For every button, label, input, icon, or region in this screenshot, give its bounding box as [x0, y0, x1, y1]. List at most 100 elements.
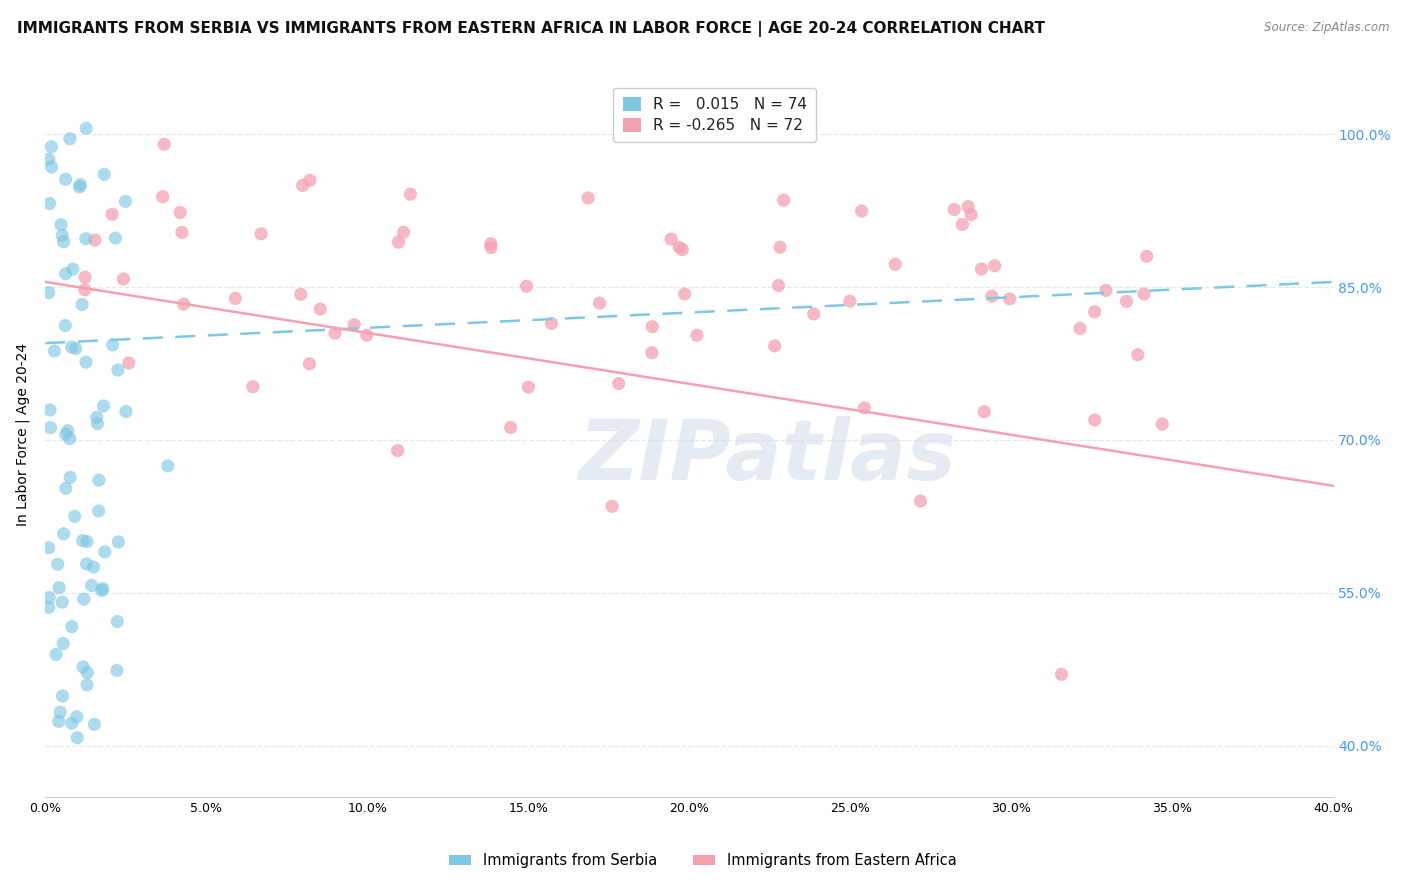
Point [38, 152, 60, 166]
Point [49, 705, 72, 719]
Point [84, 233, 107, 247]
Point [66, 710, 89, 724]
Point [686, 328, 709, 343]
Point [52, 235, 75, 249]
Point [75, 121, 97, 136]
Point [250, 227, 273, 241]
Point [600, 500, 623, 514]
Legend: Immigrants from Serbia, Immigrants from Eastern Africa: Immigrants from Serbia, Immigrants from … [443, 847, 963, 874]
Point [242, 379, 264, 393]
Point [224, 292, 246, 306]
Point [1050, 667, 1073, 681]
Point [59, 470, 82, 484]
Point [93, 167, 115, 181]
Point [1084, 305, 1107, 319]
Point [1136, 249, 1159, 263]
Point [392, 225, 415, 239]
Point [51, 228, 73, 243]
Point [607, 376, 630, 391]
Point [69, 178, 91, 192]
Point [291, 178, 314, 193]
Point [41, 160, 63, 174]
Point [298, 173, 321, 187]
Point [772, 193, 794, 207]
Point [983, 259, 1005, 273]
Point [768, 278, 790, 293]
Point [399, 187, 422, 202]
Text: IMMIGRANTS FROM SERBIA VS IMMIGRANTS FROM EASTERN AFRICA IN LABOR FORCE | AGE 20: IMMIGRANTS FROM SERBIA VS IMMIGRANTS FRO… [17, 21, 1045, 37]
Point [169, 205, 191, 219]
Point [62, 262, 84, 277]
Point [39, 420, 62, 434]
Point [63, 509, 86, 524]
Point [499, 420, 522, 434]
Point [86, 410, 108, 425]
Point [80, 578, 103, 592]
Point [838, 294, 860, 309]
Point [76, 665, 98, 680]
Point [55, 427, 77, 442]
Point [53, 318, 76, 333]
Point [72, 660, 94, 674]
Point [950, 218, 973, 232]
Point [107, 363, 129, 377]
Point [60, 620, 83, 634]
Point [115, 404, 138, 418]
Point [943, 202, 966, 217]
Point [356, 328, 378, 343]
Point [105, 615, 128, 629]
Point [387, 443, 409, 458]
Point [515, 279, 537, 293]
Point [51, 595, 73, 609]
Point [83, 717, 105, 731]
Point [173, 297, 195, 311]
Point [76, 557, 98, 571]
Point [70, 297, 93, 311]
Point [38, 600, 60, 615]
Point [73, 283, 96, 297]
Point [49, 218, 72, 232]
Point [114, 194, 136, 209]
Point [170, 226, 193, 240]
Point [153, 137, 176, 152]
Point [72, 533, 94, 548]
Point [1152, 417, 1174, 431]
Point [298, 357, 321, 371]
Point [48, 581, 70, 595]
Point [960, 208, 983, 222]
Point [38, 541, 60, 555]
Point [668, 240, 690, 254]
Text: Source: ZipAtlas.com: Source: ZipAtlas.com [1264, 21, 1389, 34]
Point [517, 380, 540, 394]
Point [75, 270, 97, 285]
Point [56, 424, 79, 438]
Point [851, 204, 873, 219]
Point [55, 481, 77, 495]
Point [52, 636, 75, 650]
Point [1084, 413, 1107, 427]
Point [853, 401, 876, 415]
Point [540, 317, 562, 331]
Point [641, 319, 664, 334]
Point [152, 189, 174, 203]
Point [1095, 284, 1118, 298]
Point [55, 267, 77, 281]
Point [970, 262, 993, 277]
Point [973, 405, 995, 419]
Point [67, 180, 90, 194]
Point [107, 535, 129, 549]
Point [75, 355, 97, 369]
Point [104, 231, 127, 245]
Point [1069, 321, 1091, 335]
Point [309, 301, 332, 316]
Point [94, 545, 117, 559]
Point [75, 232, 97, 246]
Point [82, 560, 104, 574]
Point [52, 526, 75, 541]
Point [39, 403, 62, 417]
Point [998, 292, 1021, 306]
Point [1133, 287, 1156, 301]
Point [156, 458, 179, 473]
Point [479, 236, 502, 251]
Legend: R =   0.015   N = 74, R = -0.265   N = 72: R = 0.015 N = 74, R = -0.265 N = 72 [613, 87, 817, 143]
